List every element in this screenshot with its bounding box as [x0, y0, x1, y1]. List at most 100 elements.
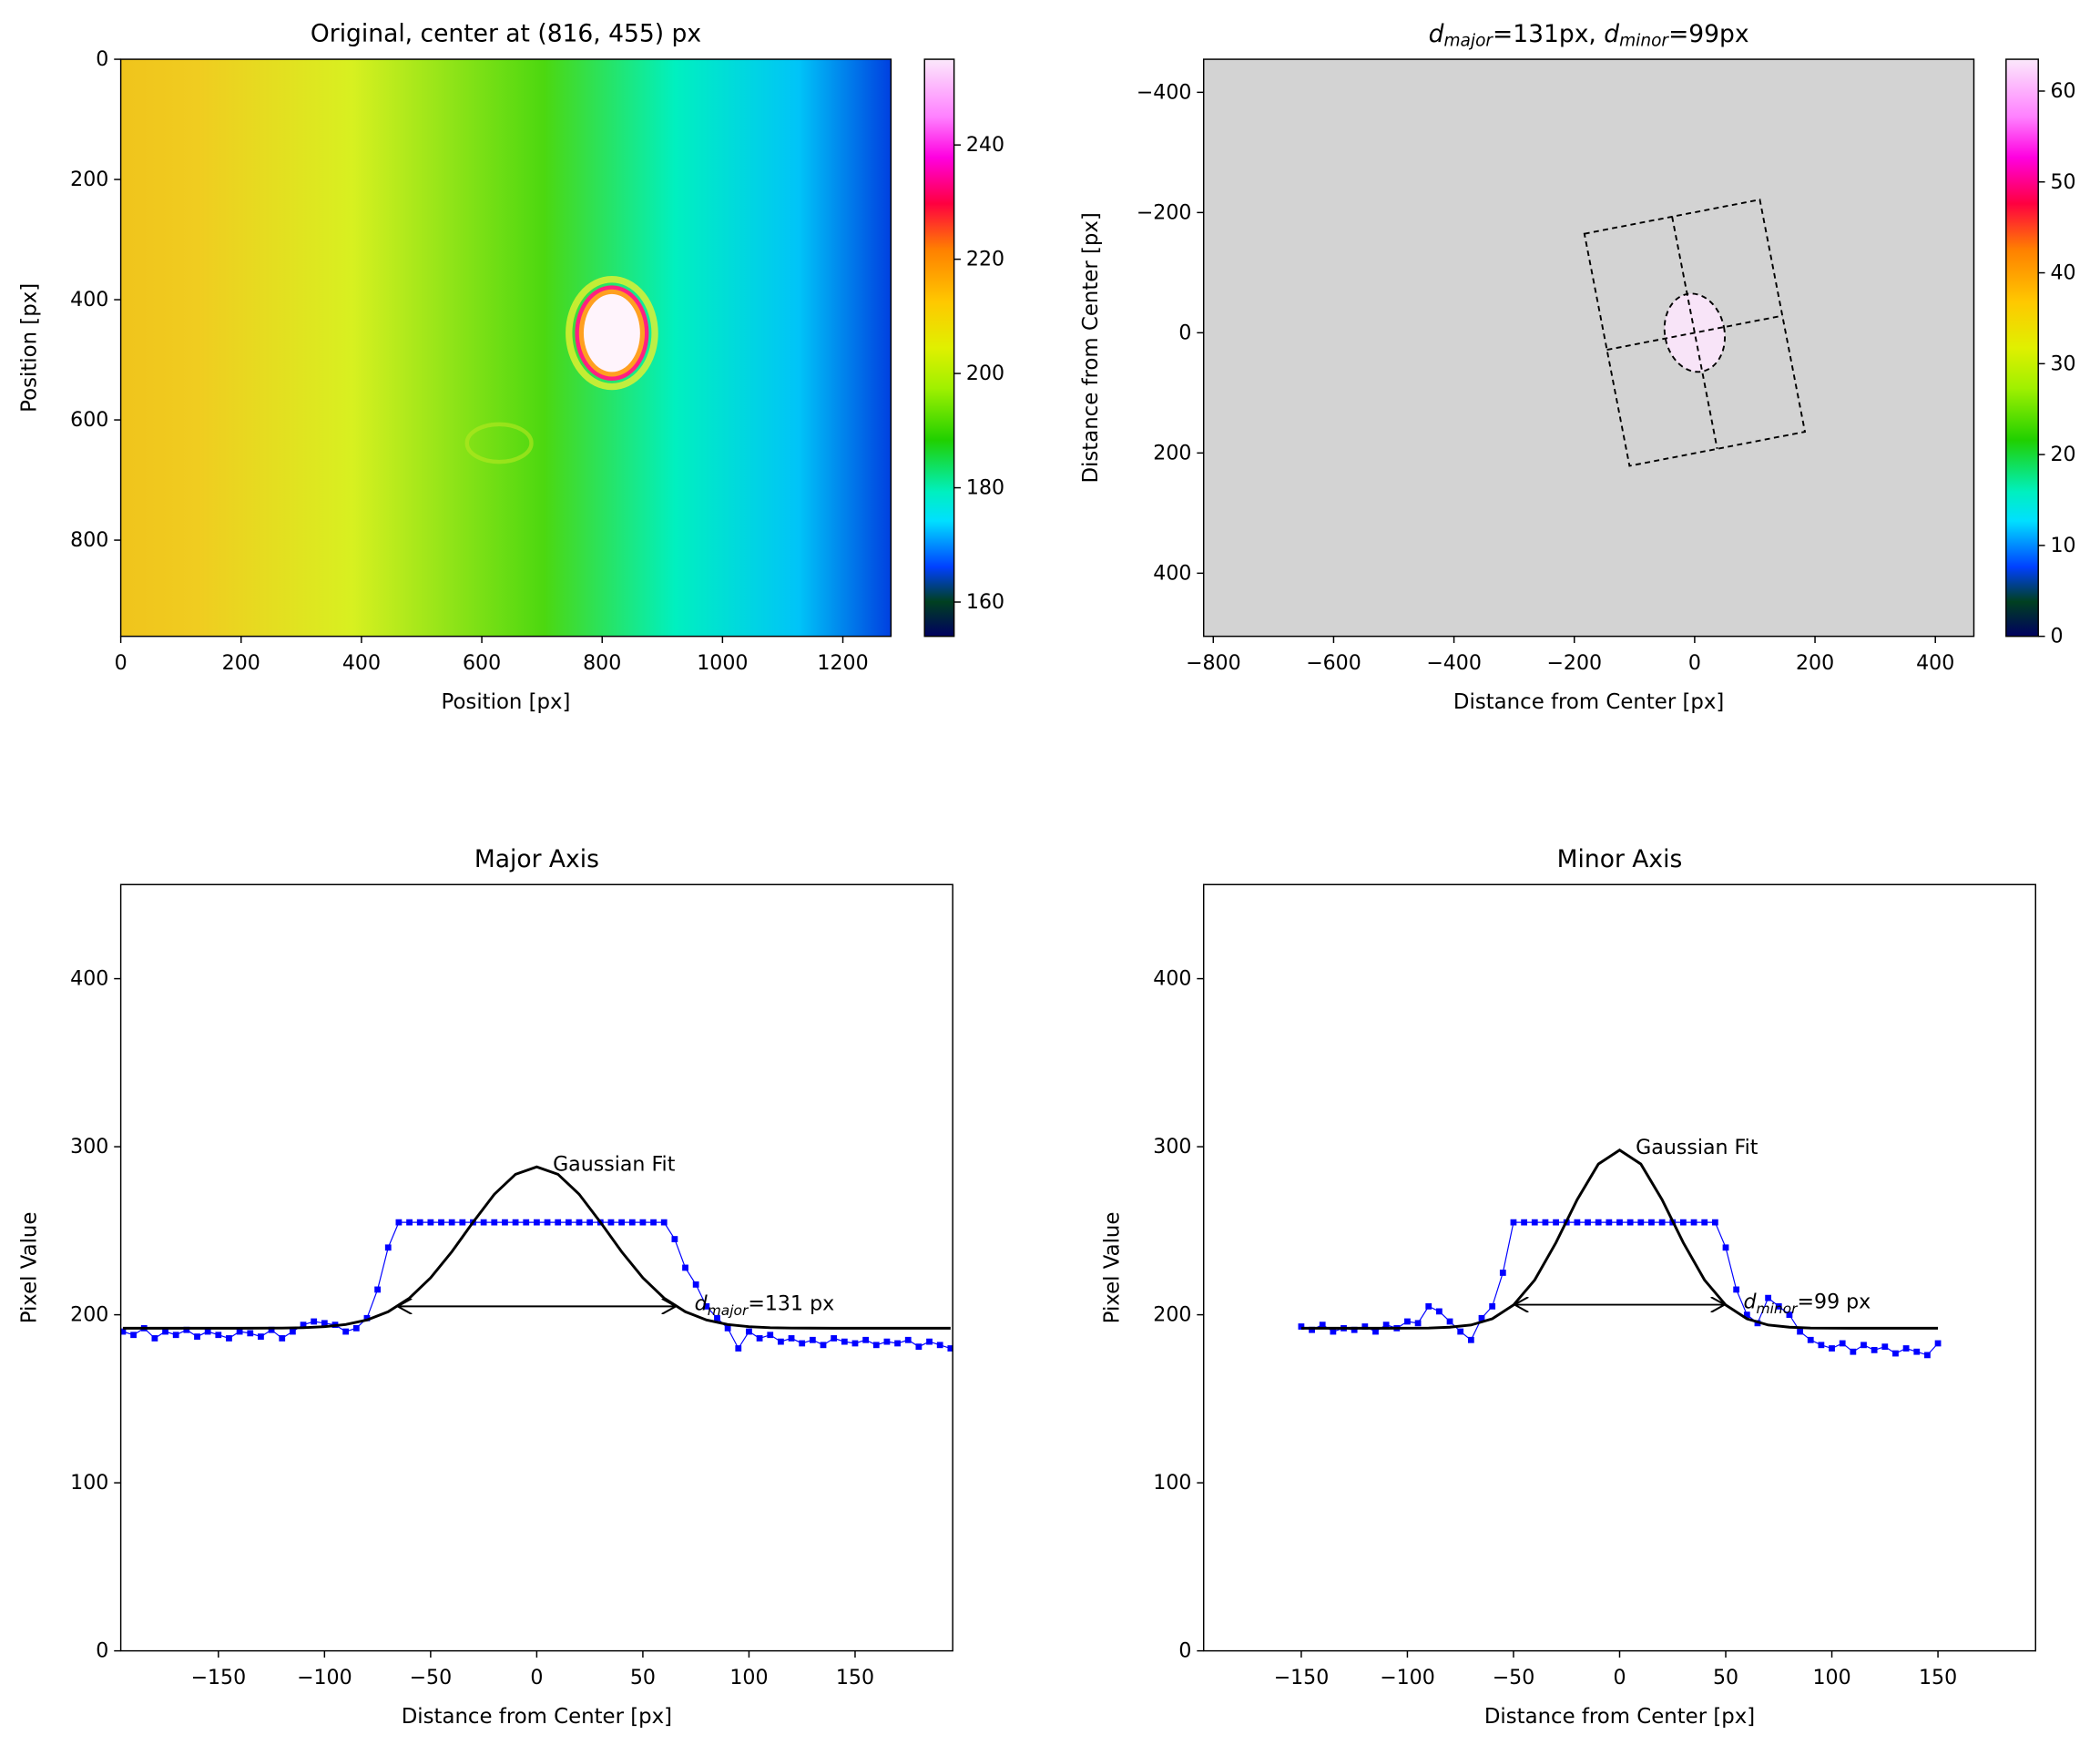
- y-tick-label: 300: [70, 1135, 108, 1158]
- data-point: [289, 1328, 296, 1335]
- data-point: [1361, 1323, 1369, 1330]
- plot-area: [1298, 1148, 1942, 1359]
- x-tick-label: −150: [190, 1666, 246, 1689]
- data-point: [258, 1333, 264, 1340]
- x-tick-label: −100: [297, 1666, 352, 1689]
- y-tick-label: 100: [70, 1471, 108, 1495]
- data-point: [448, 1219, 455, 1226]
- data-point: [151, 1335, 158, 1342]
- data-line: [1300, 1221, 1939, 1356]
- data-point: [1913, 1348, 1921, 1355]
- data-point: [1690, 1219, 1697, 1226]
- data-point: [883, 1338, 891, 1345]
- data-point: [555, 1219, 562, 1226]
- symbol: d: [1429, 20, 1444, 48]
- data-point: [746, 1328, 752, 1335]
- subscript: minor: [1757, 1301, 1799, 1317]
- subscript: major: [1443, 31, 1493, 50]
- data-point: [1404, 1318, 1411, 1325]
- data-point: [502, 1219, 508, 1226]
- data-point: [1372, 1328, 1379, 1335]
- data-point: [788, 1335, 795, 1342]
- symbol: d: [695, 1291, 708, 1315]
- data-point: [904, 1336, 912, 1343]
- colorbar: [923, 58, 955, 638]
- text: =131 px: [748, 1291, 834, 1315]
- data-point: [236, 1328, 243, 1335]
- data-point: [1818, 1342, 1825, 1349]
- data-point: [1467, 1336, 1474, 1343]
- data-point: [1733, 1286, 1740, 1293]
- x-tick-label: 0: [115, 651, 127, 675]
- data-point: [1722, 1244, 1729, 1251]
- data-point: [1807, 1336, 1814, 1343]
- fit-label: Gaussian Fit: [553, 1152, 676, 1176]
- panel: Gaussian Fit dmajor=131 px −150 −100 −50 0 50 1…: [17, 845, 953, 1729]
- x-tick-label: −100: [1380, 1666, 1435, 1689]
- y-tick-label: 200: [1153, 441, 1191, 464]
- x-tick-label: −50: [410, 1666, 453, 1689]
- data-point: [682, 1264, 688, 1271]
- x-tick-label: 50: [1713, 1666, 1738, 1689]
- y-axis-label: Distance from Center [px]: [1079, 212, 1103, 483]
- colorbar-tick-label: 50: [2050, 170, 2075, 194]
- data-point: [1606, 1219, 1613, 1226]
- x-tick-label: 1000: [697, 651, 748, 675]
- y-tick-label: −200: [1137, 200, 1192, 224]
- data-point: [427, 1219, 434, 1226]
- data-point: [395, 1219, 403, 1226]
- colorbar-tick-label: 30: [2050, 352, 2075, 375]
- width-label: dminor=99 px: [1743, 1291, 1871, 1317]
- x-tick-label: 150: [1919, 1666, 1957, 1689]
- colorbar-tick-label: 10: [2050, 534, 2075, 557]
- data-point: [1382, 1322, 1390, 1329]
- x-tick-label: 800: [583, 651, 621, 675]
- data-point: [183, 1326, 190, 1333]
- x-tick-label: 200: [1796, 651, 1834, 675]
- x-tick-label: 100: [1812, 1666, 1850, 1689]
- data-point: [1446, 1318, 1453, 1325]
- data-point: [767, 1332, 774, 1339]
- y-tick-label: 300: [1153, 1135, 1191, 1158]
- data-point: [1585, 1219, 1591, 1226]
- data-point: [1510, 1219, 1517, 1226]
- colorbar-tick-label: 220: [966, 248, 1004, 271]
- x-tick-label: 0: [530, 1666, 543, 1689]
- data-point: [1648, 1219, 1655, 1226]
- data-point: [374, 1286, 381, 1293]
- x-tick-label: 0: [1613, 1666, 1626, 1689]
- data-point: [300, 1322, 307, 1329]
- data-point: [406, 1219, 413, 1226]
- text: =131px,: [1493, 20, 1604, 48]
- y-tick-label: 0: [1178, 321, 1191, 344]
- image: [1203, 59, 1974, 637]
- x-tick-label: −600: [1306, 651, 1361, 675]
- y-axis-label: Pixel Value: [17, 1212, 41, 1324]
- data-point: [321, 1320, 328, 1327]
- data-point: [459, 1219, 466, 1226]
- data-point: [1850, 1348, 1857, 1355]
- data-point: [607, 1219, 615, 1226]
- data-point: [279, 1335, 286, 1342]
- text: =99px: [1668, 20, 1748, 48]
- data-point: [1786, 1311, 1793, 1318]
- data-point: [894, 1340, 901, 1347]
- data-point: [311, 1318, 318, 1325]
- data-point: [1542, 1219, 1549, 1226]
- data-point: [1330, 1328, 1337, 1335]
- panel: 0 200 400 600 800 1000 1200 0 200 400 600 800 Origin…: [17, 20, 1004, 714]
- data-point: [565, 1219, 572, 1226]
- data-point: [172, 1332, 179, 1339]
- axes-frame: [119, 883, 953, 1652]
- data-point: [915, 1343, 923, 1351]
- data-point: [120, 1328, 127, 1335]
- data-point: [576, 1219, 583, 1226]
- colorbar-tick-label: 180: [966, 476, 1004, 500]
- y-axis-label: Position [px]: [17, 283, 41, 413]
- data-point: [1626, 1219, 1634, 1226]
- major-axis-line: [1671, 216, 1718, 450]
- data-point: [1711, 1219, 1718, 1226]
- data-point: [1680, 1219, 1687, 1226]
- data-point: [438, 1219, 444, 1226]
- y-tick-label: 800: [70, 528, 108, 552]
